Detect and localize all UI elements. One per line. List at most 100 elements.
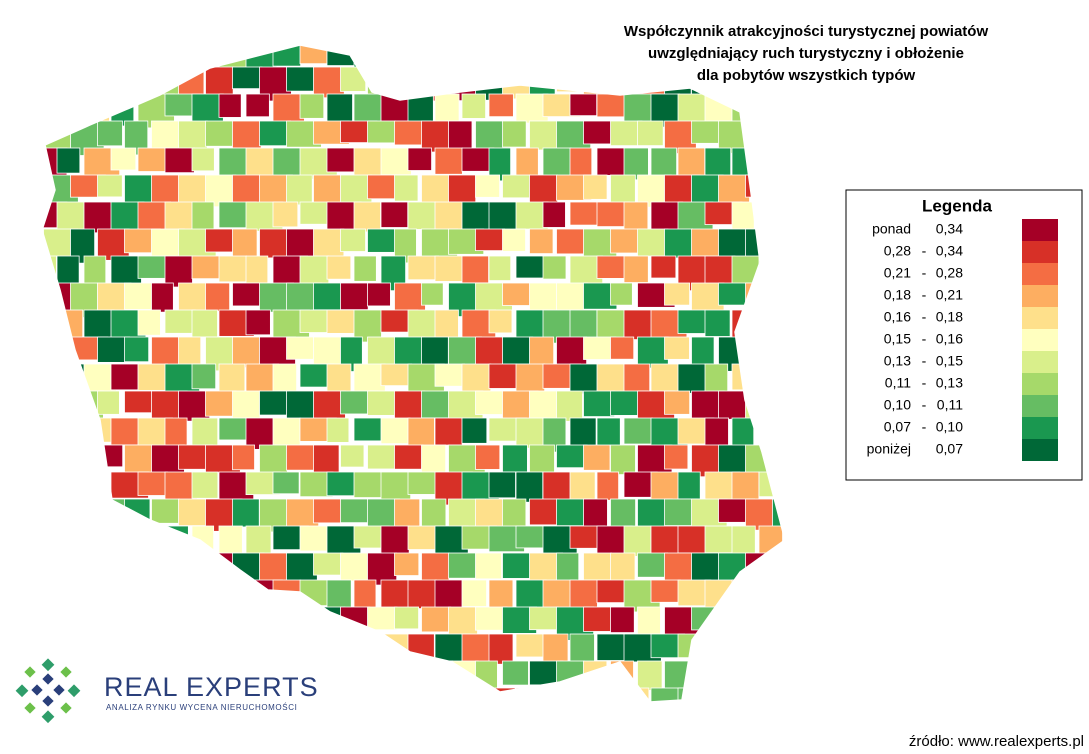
region <box>137 363 169 391</box>
legend-label: 0,18 <box>884 287 911 303</box>
region <box>395 715 418 742</box>
region <box>677 309 707 334</box>
region <box>556 336 588 366</box>
region <box>97 444 124 468</box>
region <box>137 579 173 606</box>
region <box>367 174 399 200</box>
region <box>772 660 785 691</box>
country-outline <box>41 44 786 703</box>
region <box>422 715 450 746</box>
region <box>151 498 180 524</box>
region <box>353 93 383 126</box>
legend-label: - <box>922 265 927 281</box>
region <box>637 552 669 578</box>
region <box>205 606 242 636</box>
region <box>111 742 145 754</box>
region <box>43 444 82 473</box>
region <box>488 45 520 65</box>
region <box>745 606 781 631</box>
region <box>583 498 608 529</box>
region <box>664 336 690 360</box>
region <box>556 444 588 469</box>
region <box>218 93 242 118</box>
region <box>368 715 397 741</box>
region <box>272 579 302 615</box>
region <box>56 417 80 450</box>
region <box>542 687 577 702</box>
region <box>326 633 359 669</box>
region <box>42 444 55 478</box>
region <box>529 174 559 204</box>
region <box>583 174 608 200</box>
region <box>813 202 836 232</box>
region <box>624 742 647 754</box>
region <box>556 66 585 93</box>
region <box>191 147 215 172</box>
region <box>421 282 444 306</box>
region <box>110 525 149 552</box>
region <box>43 336 67 365</box>
region <box>245 309 271 336</box>
region <box>732 742 767 754</box>
region <box>434 363 466 387</box>
region <box>502 660 529 686</box>
region <box>476 715 512 744</box>
region <box>664 444 689 470</box>
region <box>664 390 691 415</box>
region <box>164 525 189 549</box>
source: źródło: www.realexperts.pl <box>909 733 1084 750</box>
region <box>178 552 206 579</box>
region <box>218 579 244 606</box>
region <box>448 660 479 689</box>
region <box>340 66 367 92</box>
region <box>772 552 785 583</box>
map-regions <box>3 45 838 754</box>
region <box>394 498 421 529</box>
region <box>800 283 826 314</box>
region <box>800 445 835 469</box>
region <box>97 174 123 198</box>
region <box>434 417 463 446</box>
region <box>17 229 40 254</box>
region <box>272 45 302 67</box>
region <box>596 687 625 702</box>
region <box>772 174 785 209</box>
region <box>272 471 300 495</box>
region <box>786 364 817 396</box>
region <box>178 282 209 312</box>
region <box>110 147 137 171</box>
region <box>772 120 785 155</box>
region <box>745 120 781 145</box>
region <box>367 282 391 307</box>
region <box>380 363 413 387</box>
region <box>623 363 651 393</box>
region <box>745 660 784 690</box>
region <box>340 444 365 468</box>
region <box>137 633 162 657</box>
region <box>152 715 174 745</box>
region <box>758 579 785 606</box>
region <box>272 201 299 228</box>
region <box>232 120 262 149</box>
region <box>434 579 466 612</box>
region <box>813 418 838 441</box>
region <box>813 256 837 283</box>
legend-label: 0,13 <box>884 353 911 369</box>
region <box>731 687 765 702</box>
region <box>800 121 836 153</box>
region <box>718 606 750 631</box>
region <box>299 201 330 225</box>
region <box>461 93 486 119</box>
region <box>98 715 131 748</box>
region <box>786 94 822 127</box>
legend-label: poniżej <box>867 441 911 457</box>
region <box>83 633 118 657</box>
region <box>3 526 39 555</box>
region <box>191 525 215 556</box>
region <box>300 742 326 754</box>
region <box>800 607 823 632</box>
region <box>718 660 745 690</box>
region <box>758 687 785 702</box>
region <box>164 255 193 288</box>
region <box>772 228 785 259</box>
